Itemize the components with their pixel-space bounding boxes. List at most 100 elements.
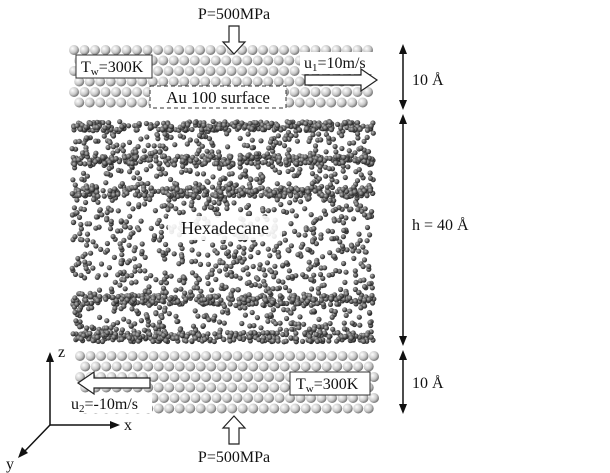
molecule <box>81 140 87 146</box>
atom <box>290 403 301 414</box>
molecule <box>70 331 76 337</box>
label-bg <box>168 216 282 240</box>
atom <box>294 97 305 108</box>
atom <box>221 76 232 87</box>
atom <box>148 351 159 361</box>
atom <box>142 45 153 55</box>
molecule <box>162 171 169 177</box>
molecule <box>142 254 148 260</box>
molecule <box>309 277 315 283</box>
molecule <box>110 233 116 240</box>
molecule <box>192 308 198 314</box>
molecule <box>235 287 241 293</box>
molecule <box>278 300 284 306</box>
molecule <box>227 301 233 307</box>
molecule <box>246 279 252 285</box>
molecule <box>369 292 375 299</box>
molecule <box>89 305 95 311</box>
molecule <box>69 146 75 152</box>
atom <box>189 76 200 87</box>
molecule <box>196 293 202 300</box>
molecule <box>329 236 335 242</box>
molecule <box>292 228 298 234</box>
molecule <box>177 242 184 248</box>
molecule <box>208 124 214 130</box>
molecule <box>157 149 163 155</box>
molecule <box>330 136 336 142</box>
atom <box>206 403 217 414</box>
atom <box>185 382 196 393</box>
molecule <box>147 157 153 163</box>
molecule <box>171 251 177 257</box>
atom <box>327 351 337 361</box>
molecule <box>193 157 199 163</box>
molecule <box>214 294 220 300</box>
molecule <box>189 338 195 344</box>
atom <box>79 87 90 97</box>
atom <box>352 87 363 97</box>
molecule <box>181 280 187 286</box>
molecule <box>327 320 333 327</box>
molecule <box>270 307 276 313</box>
molecule <box>204 201 210 207</box>
molecule <box>104 325 110 331</box>
molecule <box>302 154 309 160</box>
molecule <box>97 294 103 300</box>
molecule <box>131 256 137 262</box>
molecule <box>112 305 118 311</box>
molecule <box>163 241 169 248</box>
molecule <box>131 248 137 254</box>
molecule <box>121 303 127 309</box>
molecule <box>162 308 168 314</box>
molecule <box>355 120 361 126</box>
liquid-height: h = 40 Å <box>412 216 469 234</box>
molecule <box>103 180 109 186</box>
molecule <box>180 122 186 128</box>
molecule <box>106 265 112 271</box>
molecule <box>118 260 124 266</box>
molecule <box>98 246 104 252</box>
atom <box>95 76 106 87</box>
molecule <box>224 263 230 269</box>
atom <box>164 382 175 393</box>
atom <box>284 76 295 87</box>
atom <box>174 361 185 372</box>
molecule <box>178 189 184 195</box>
molecule <box>100 154 106 161</box>
molecule <box>366 214 372 220</box>
sub: w <box>91 66 99 78</box>
atom <box>90 361 101 372</box>
molecule <box>79 291 85 297</box>
molecule <box>349 127 355 133</box>
molecule <box>71 161 78 168</box>
molecule <box>141 187 147 193</box>
atom <box>106 351 117 361</box>
molecule <box>102 160 108 166</box>
atom <box>143 361 154 372</box>
molecule <box>298 199 304 205</box>
molecule <box>100 188 106 194</box>
top-temperature: Tw=300K <box>81 59 144 78</box>
molecule <box>250 301 256 307</box>
molecule <box>332 171 338 177</box>
molecule <box>256 337 262 343</box>
atom <box>300 87 310 97</box>
molecule <box>108 218 114 224</box>
molecule <box>185 122 191 128</box>
molecule <box>103 272 109 278</box>
molecule <box>134 308 140 314</box>
atom <box>205 45 216 55</box>
molecule <box>331 218 337 224</box>
molecule <box>168 273 174 279</box>
molecule <box>326 334 332 340</box>
molecule <box>73 318 79 324</box>
atom <box>158 55 169 66</box>
atom <box>184 45 195 55</box>
atom <box>126 97 137 108</box>
atom <box>174 403 185 414</box>
molecule <box>228 263 234 269</box>
molecule <box>150 338 156 344</box>
molecule <box>113 326 119 332</box>
atom <box>74 97 85 108</box>
y-axis <box>23 424 51 453</box>
